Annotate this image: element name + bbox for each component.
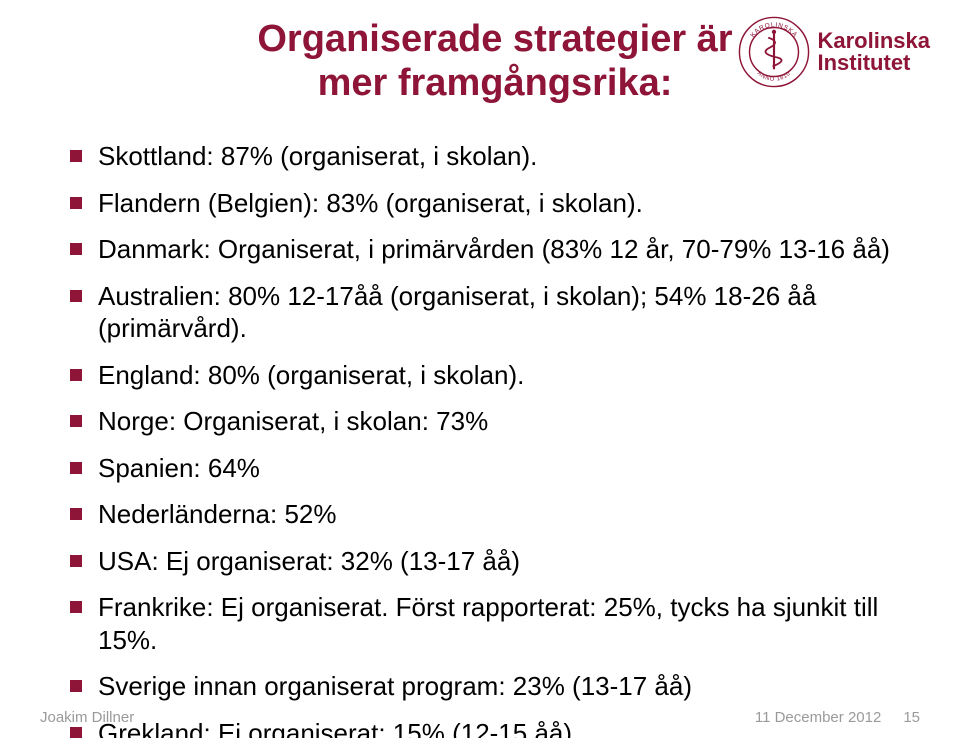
footer-page: 15 (903, 709, 920, 726)
ki-logo: KAROLINSKA ANNO 1810 Karolinska Institut… (738, 16, 931, 88)
list-item: England: 80% (organiserat, i skolan). (70, 359, 900, 392)
list-item: Spanien: 64% (70, 452, 900, 485)
bullet-text: Frankrike: Ej organiserat. Först rapport… (98, 592, 878, 655)
bullet-text: Spanien: 64% (98, 453, 260, 483)
slide: Organiserade strategier är mer framgångs… (0, 0, 960, 738)
bullet-text: Sverige innan organiserat program: 23% (… (98, 671, 692, 701)
footer-author: Joakim Dillner (40, 709, 134, 726)
title-line-2: mer framgångsrika: (318, 62, 673, 104)
footer: Joakim Dillner 11 December 2012 15 (40, 709, 920, 726)
bullet-text: Nederländerna: 52% (98, 499, 337, 529)
bullet-text: England: 80% (organiserat, i skolan). (98, 360, 524, 390)
header: Organiserade strategier är mer framgångs… (70, 10, 920, 130)
bullet-text: Norge: Organiserat, i skolan: 73% (98, 406, 488, 436)
wordmark-line-2: Institutet (818, 52, 931, 74)
bullet-text: Australien: 80% 12-17åå (organiserat, i … (98, 281, 816, 344)
list-item: Australien: 80% 12-17åå (organiserat, i … (70, 280, 900, 345)
bullet-list: Skottland: 87% (organiserat, i skolan). … (70, 140, 920, 738)
title-line-1: Organiserade strategier är (257, 18, 732, 60)
ki-wordmark: Karolinska Institutet (818, 30, 931, 74)
footer-date: 11 December 2012 (755, 709, 881, 726)
list-item: Nederländerna: 52% (70, 498, 900, 531)
list-item: Skottland: 87% (organiserat, i skolan). (70, 140, 900, 173)
bullet-text: Flandern (Belgien): 83% (organiserat, i … (98, 188, 643, 218)
list-item: Danmark: Organiserat, i primärvården (83… (70, 233, 900, 266)
slide-title: Organiserade strategier är mer framgångs… (185, 10, 805, 105)
bullet-text: Skottland: 87% (organiserat, i skolan). (98, 141, 537, 171)
list-item: Sverige innan organiserat program: 23% (… (70, 670, 900, 703)
list-item: Frankrike: Ej organiserat. Först rapport… (70, 591, 900, 656)
wordmark-line-1: Karolinska (818, 30, 931, 52)
ki-seal-icon: KAROLINSKA ANNO 1810 (738, 16, 810, 88)
bullet-text: Danmark: Organiserat, i primärvården (83… (98, 234, 890, 264)
list-item: Norge: Organiserat, i skolan: 73% (70, 405, 900, 438)
bullet-text: USA: Ej organiserat: 32% (13-17 åå) (98, 546, 520, 576)
list-item: Flandern (Belgien): 83% (organiserat, i … (70, 187, 900, 220)
list-item: USA: Ej organiserat: 32% (13-17 åå) (70, 545, 900, 578)
